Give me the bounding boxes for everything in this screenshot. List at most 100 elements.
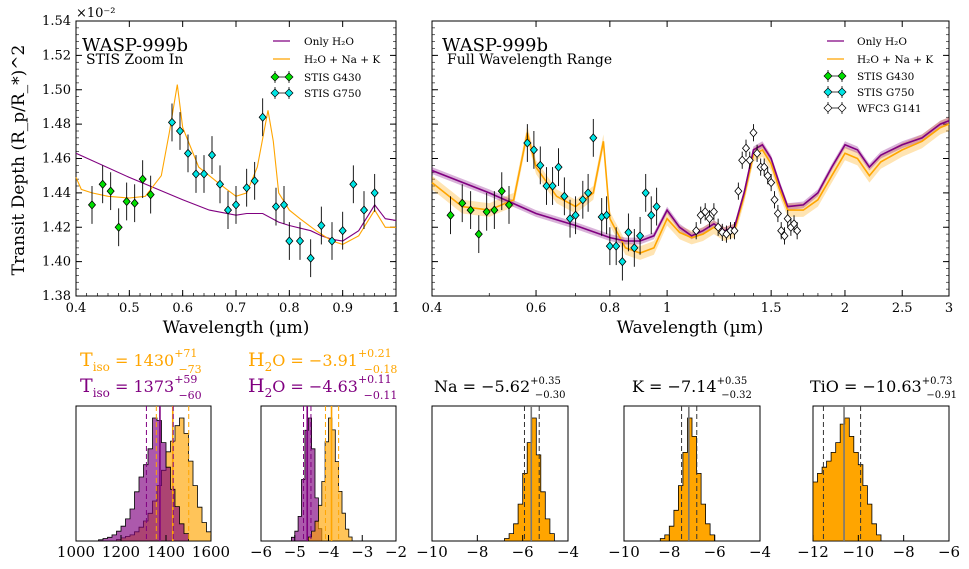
left-point-g750 [338, 211, 347, 250]
histogram-panels: 1000 1200 1400 1600 −6 −5 −4 −3 −2 −10 −8 −6 −4 −10 −8… [57, 405, 960, 561]
right-point-g750-marker [641, 188, 650, 198]
right-point-g430-marker [497, 186, 506, 196]
right-point-wfc3-marker [730, 226, 739, 236]
histogram-panel-4: −12 −10 −8 −6 [797, 405, 960, 561]
right-panel-subtitle: Full Wavelength Range [447, 52, 612, 68]
hist-label-h2o-only: H2O = −4.63+0.11 −0.11 [248, 373, 397, 402]
left-point-g750 [207, 136, 217, 174]
left-xtick-label: 0.6 [172, 301, 193, 316]
histogram-xtick-label: −10 [843, 543, 875, 561]
right-point-g430-marker [490, 205, 499, 215]
hist-label-tio: TiO = −10.63+0.73 −0.91 [810, 376, 957, 401]
legend-label-full: H₂O + Na + K [304, 54, 380, 66]
right-point-g430-marker [504, 200, 514, 210]
right-point-g750-marker [566, 214, 575, 224]
right-xtick-label: 1.5 [761, 301, 782, 316]
right-xtick-label: 2 [841, 301, 849, 316]
left-point-g430-marker [114, 222, 123, 232]
histogram-bars-0 [812, 417, 882, 542]
left-axis-ticks: 0.4 0.5 0.6 0.7 0.8 0.9 1 1.38 1.40 1.42 1.44 1.46 1… [42, 14, 400, 316]
left-point-g750 [258, 98, 267, 137]
right-point-wfc3-marker [745, 155, 754, 165]
right-point-wfc3 [692, 222, 701, 240]
right-point-wfc3 [770, 191, 779, 209]
right-line-full [431, 123, 950, 254]
hist-label-na: Na = −5.62+0.35 −0.30 [434, 376, 565, 401]
right-xtick-label: 0.4 [422, 301, 443, 316]
left-point-g750-marker [223, 205, 233, 215]
histogram-xtick-label: −4 [557, 543, 579, 561]
left-point-g750 [279, 186, 289, 224]
right-point-g750-marker [602, 210, 611, 220]
right-point-g430 [466, 191, 475, 229]
right-point-g750 [641, 173, 650, 212]
histogram-xtick-label: −3 [351, 543, 373, 561]
histogram-bars-0 [659, 417, 716, 542]
histogram-xtick-label: −8 [893, 543, 915, 561]
left-point-g750-marker [250, 176, 259, 186]
right-point-g750 [523, 124, 532, 162]
left-panel-subtitle: STIS Zoom In [86, 52, 183, 68]
right-point-g430-marker [474, 229, 483, 239]
left-point-g750-marker [167, 117, 177, 128]
legend-label-full-right: H₂O + Na + K [857, 54, 933, 66]
hist-label-tiso-h2o: Tiso = 1373+59 −60 [80, 373, 202, 402]
right-point-g750 [624, 213, 633, 252]
left-x-axis-label: Wavelength (µm) [163, 318, 310, 338]
histogram-xtick-label: 1600 [192, 543, 230, 561]
right-point-g750-marker [647, 210, 656, 220]
left-point-g750-marker [295, 236, 305, 246]
y-axis-label-text: Transit Depth (R_p/R_*)^2 [9, 45, 29, 276]
right-point-g750 [605, 227, 614, 266]
left-point-g750 [191, 155, 201, 193]
histogram-xtick-label: −8 [466, 543, 488, 561]
histogram-frame [431, 405, 569, 542]
legend-marker-g750 [270, 87, 294, 99]
right-point-wfc3 [780, 227, 789, 245]
right-point-wfc3-marker [692, 226, 701, 236]
legend-label-g430: STIS G430 [304, 72, 361, 84]
right-point-wfc3 [790, 215, 799, 233]
left-xtick-label: 0.4 [66, 301, 87, 316]
right-data-points [446, 118, 802, 281]
right-point-wfc3 [734, 182, 743, 200]
right-point-g750-marker [523, 138, 532, 148]
histogram-bars-1 [98, 417, 189, 542]
left-point-g430-marker [146, 189, 155, 200]
right-point-g750 [548, 167, 557, 205]
right-point-g750-marker [542, 181, 551, 191]
right-point-g750-marker [571, 210, 580, 220]
left-point-g750 [271, 187, 281, 226]
right-xtick-label: 0.8 [600, 301, 621, 316]
right-xtick-label: 2.5 [892, 301, 913, 316]
left-point-g750-marker [359, 205, 369, 215]
histogram-xtick-label: −5 [284, 543, 306, 561]
left-point-g430-marker [138, 174, 147, 184]
legend-marker-g750-right [823, 86, 847, 98]
hist-label-tiso-full: Tiso = 1430+71 −73 [80, 347, 202, 376]
right-point-g750 [542, 167, 551, 205]
left-point-g430-marker [130, 198, 139, 208]
left-point-g430-marker [106, 186, 115, 196]
right-x-axis-label: Wavelength (µm) [617, 318, 764, 338]
left-xtick-label: 0.7 [226, 301, 247, 316]
right-point-g750-marker [652, 202, 661, 212]
hist-label-k: K = −7.14+0.35 −0.32 [632, 376, 752, 401]
left-point-g750 [317, 206, 326, 245]
right-point-g750 [602, 196, 611, 235]
left-data-points [87, 98, 379, 278]
right-point-g430 [482, 192, 491, 231]
histogram-xtick-label: −10 [416, 543, 448, 561]
histogram-xtick-label: 1400 [147, 543, 185, 561]
right-point-wfc3 [767, 173, 776, 192]
legend-marker-g430-right [823, 70, 847, 82]
left-xtick-label: 0.8 [279, 301, 300, 316]
left-point-g430-marker [122, 196, 131, 207]
right-point-g750-marker [636, 231, 645, 241]
left-point-g750-marker [207, 150, 217, 160]
right-xtick-label: 1 [663, 301, 671, 316]
left-point-g750 [370, 173, 379, 212]
right-point-wfc3 [738, 151, 747, 169]
right-point-g750 [554, 148, 563, 186]
right-point-g750-marker [560, 191, 569, 201]
